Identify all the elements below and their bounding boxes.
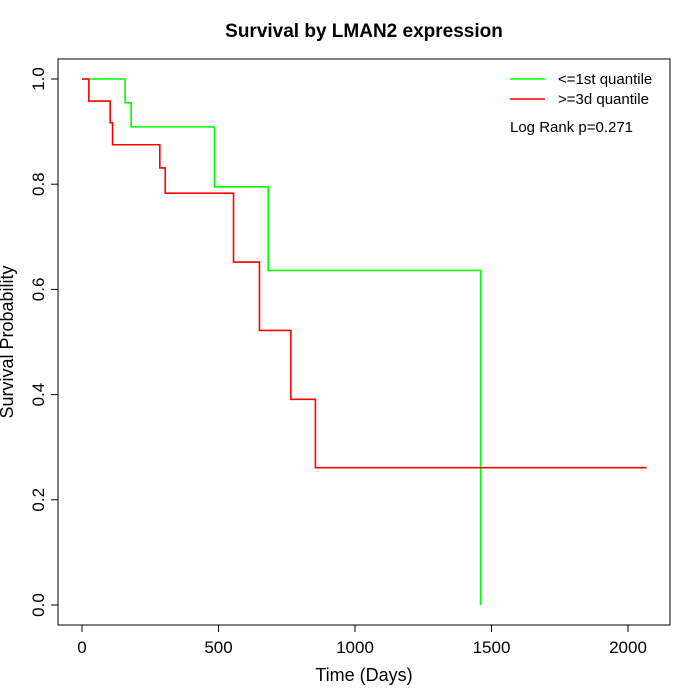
legend: <=1st quantile >=3d quantile bbox=[510, 71, 652, 108]
plot-frame bbox=[57, 58, 671, 626]
x-tick-label: 0 bbox=[77, 638, 86, 657]
series-line-1 bbox=[82, 78, 647, 469]
legend-label: <=1st quantile bbox=[558, 71, 652, 88]
legend-label: >=3d quantile bbox=[558, 91, 649, 108]
x-tick-label: 1000 bbox=[336, 638, 374, 657]
y-tick-label: 1.0 bbox=[29, 67, 48, 91]
x-axis-label: Time (Days) bbox=[315, 665, 412, 685]
x-tick-label: 500 bbox=[204, 638, 232, 657]
log-rank-annotation: Log Rank p=0.271 bbox=[510, 119, 633, 136]
y-tick-label: 0.0 bbox=[29, 593, 48, 617]
x-axis: 0 500 1000 1500 2000 bbox=[77, 624, 647, 657]
y-tick-label: 0.6 bbox=[29, 278, 48, 302]
y-tick-label: 0.8 bbox=[29, 172, 48, 196]
y-axis: 0.0 0.2 0.4 0.6 0.8 1.0 bbox=[29, 67, 59, 617]
x-tick-label: 1500 bbox=[473, 638, 511, 657]
y-axis-label: Survival Probability bbox=[0, 265, 17, 418]
x-tick-label: 2000 bbox=[609, 638, 647, 657]
chart-title: Survival by LMAN2 expression bbox=[225, 21, 503, 42]
series-layer bbox=[82, 78, 647, 605]
y-tick-label: 0.4 bbox=[29, 383, 48, 407]
series-line-0 bbox=[82, 78, 482, 605]
y-tick-label: 0.2 bbox=[29, 488, 48, 512]
